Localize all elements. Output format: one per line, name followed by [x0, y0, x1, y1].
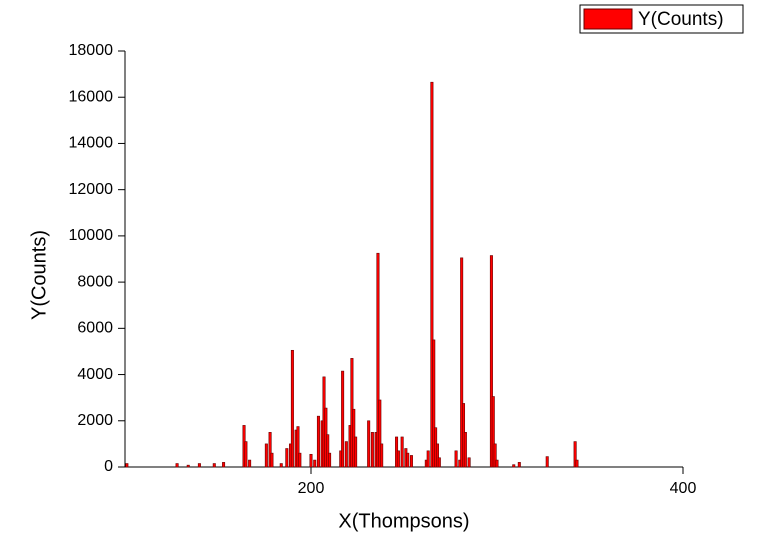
bar: [268, 432, 272, 468]
bar: [495, 459, 499, 468]
bar: [493, 443, 497, 468]
bar: [545, 456, 549, 468]
bar: [426, 450, 430, 468]
bar: [341, 370, 345, 468]
bar: [435, 443, 439, 468]
bar: [396, 450, 400, 468]
bar: [175, 463, 179, 468]
bar: [463, 432, 467, 468]
bar: [212, 463, 216, 468]
bar: [328, 452, 332, 468]
y-tick-label: 4000: [77, 366, 113, 383]
bar: [370, 432, 374, 468]
bar: [512, 464, 516, 468]
y-axis-title: Y(Counts): [28, 230, 50, 320]
bar: [454, 450, 458, 468]
bar: [270, 452, 274, 468]
bar: [378, 399, 382, 468]
y-tick-label: 10000: [69, 227, 114, 244]
y-tick-label: 12000: [69, 181, 114, 198]
x-tick-label: 200: [298, 480, 325, 497]
bar: [467, 457, 471, 468]
x-axis-title: X(Thompsons): [338, 510, 469, 532]
bar: [489, 255, 493, 468]
bar: [380, 443, 384, 468]
y-tick-label: 2000: [77, 412, 113, 429]
y-tick-label: 6000: [77, 320, 113, 337]
bar: [316, 415, 320, 468]
legend-swatch: [583, 8, 633, 30]
bar: [125, 463, 129, 468]
bar: [290, 349, 294, 468]
bar: [313, 459, 317, 468]
y-tick-label: 0: [104, 458, 113, 475]
bar: [376, 252, 380, 468]
bar: [222, 462, 226, 468]
bar: [264, 443, 268, 468]
bar: [298, 452, 302, 468]
y-tick-label: 14000: [69, 135, 114, 152]
bar: [460, 257, 464, 468]
bar: [400, 436, 404, 468]
bar: [186, 464, 190, 468]
bar: [248, 459, 252, 468]
bar: [279, 463, 283, 468]
bar: [354, 436, 358, 468]
bar: [244, 441, 248, 468]
bar: [285, 448, 289, 468]
bar: [367, 420, 371, 468]
x-tick-label: 400: [670, 480, 697, 497]
bar: [432, 339, 436, 468]
bar: [517, 462, 521, 468]
bar: [344, 441, 348, 468]
bar: [309, 453, 313, 468]
y-tick-label: 8000: [77, 273, 113, 290]
bar: [296, 426, 300, 468]
bar: [437, 457, 441, 468]
bar: [575, 459, 579, 468]
bar: [409, 455, 413, 468]
bar: [406, 452, 410, 468]
bar: [573, 441, 577, 468]
bar: [197, 463, 201, 468]
y-tick-label: 18000: [69, 42, 114, 59]
y-tick-label: 16000: [69, 88, 114, 105]
legend-label: Y(Counts): [638, 9, 724, 30]
bar: [491, 396, 495, 468]
bar: [430, 81, 434, 468]
bar: [326, 434, 330, 468]
